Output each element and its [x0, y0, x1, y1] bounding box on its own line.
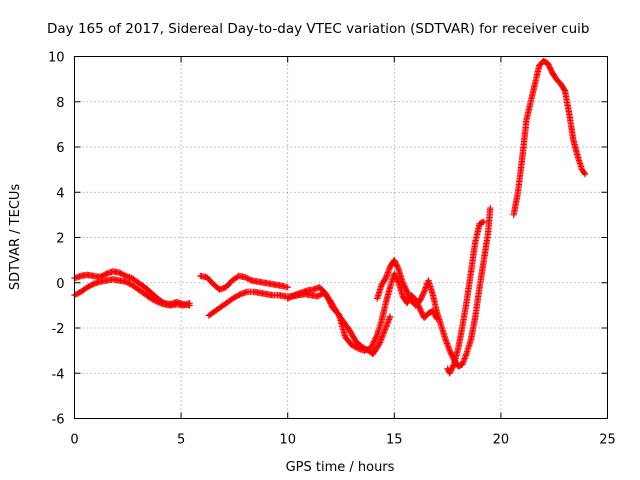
data-point — [371, 337, 378, 344]
y-tick-label: 10 — [48, 51, 65, 66]
x-tick-label: 15 — [386, 433, 403, 448]
data-point — [378, 334, 385, 342]
data-point — [379, 333, 386, 340]
x-tick-label: 25 — [599, 433, 616, 448]
series-arc-4 — [374, 204, 494, 370]
data-point — [368, 343, 375, 351]
data-point — [324, 294, 332, 302]
series-arc-6 — [510, 57, 589, 219]
data-point — [480, 218, 488, 225]
data-point — [380, 329, 388, 336]
data-point — [284, 284, 291, 291]
data-point — [380, 330, 387, 337]
data-point — [326, 297, 333, 305]
data-point — [323, 292, 330, 299]
data-point — [325, 296, 332, 303]
data-point — [369, 341, 376, 348]
x-tick-label: 0 — [70, 433, 78, 448]
axis-ticks — [74, 56, 608, 419]
series-arc-2-upper — [197, 272, 291, 293]
data-point — [487, 204, 494, 212]
y-tick-label: -4 — [52, 367, 65, 382]
data-point — [372, 334, 380, 341]
series-arc-2-lower — [205, 288, 394, 358]
data-point — [377, 336, 385, 343]
data-point — [375, 341, 382, 349]
data-point — [186, 299, 193, 307]
x-axis-label: GPS time / hours — [286, 460, 395, 475]
data-point — [581, 170, 589, 178]
x-tick-label: 10 — [279, 433, 296, 448]
data-point — [394, 264, 402, 272]
data-point — [386, 313, 394, 320]
y-tick-label: -6 — [52, 413, 65, 428]
data-point — [326, 299, 334, 306]
data-point — [370, 339, 377, 347]
data-marks — [71, 57, 589, 377]
y-tick-label: 2 — [56, 232, 64, 247]
grid-layer — [74, 56, 608, 419]
data-point — [327, 300, 334, 307]
data-point — [379, 331, 387, 339]
data-point — [376, 340, 383, 348]
data-point — [372, 335, 379, 343]
data-point — [420, 289, 427, 297]
y-tick-label: 6 — [56, 141, 64, 156]
data-point — [322, 290, 330, 298]
data-point — [367, 345, 375, 352]
data-point — [581, 169, 588, 177]
x-tick-label: 20 — [493, 433, 510, 448]
data-point — [381, 327, 388, 335]
data-point — [370, 338, 378, 345]
data-point — [324, 293, 331, 300]
y-tick-label: 0 — [56, 277, 64, 292]
x-tick-label: 5 — [177, 433, 185, 448]
data-point — [368, 342, 376, 349]
data-point — [327, 301, 335, 309]
y-axis-label: SDTVAR / TECUs — [8, 184, 23, 291]
y-tick-label: 8 — [56, 96, 64, 111]
data-point — [377, 337, 384, 345]
tick-labels: 0 5 10 15 20 25 -6 -4 -2 0 2 4 6 8 10 — [48, 51, 616, 448]
data-point — [479, 219, 486, 226]
data-point — [373, 332, 380, 340]
data-point — [381, 326, 389, 333]
y-tick-label: 4 — [56, 186, 64, 201]
chart-title: Day 165 of 2017, Sidereal Day-to-day VTE… — [47, 21, 589, 37]
y-tick-label: -2 — [52, 322, 65, 337]
series-arc-5 — [444, 218, 488, 377]
data-point — [450, 362, 457, 369]
data-point — [376, 339, 384, 346]
